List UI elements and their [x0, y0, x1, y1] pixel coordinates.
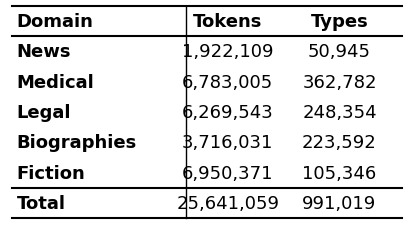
Text: 248,354: 248,354	[301, 104, 376, 122]
Text: 6,783,005: 6,783,005	[182, 73, 273, 91]
Text: Tokens: Tokens	[192, 13, 262, 31]
Text: Types: Types	[310, 13, 368, 31]
Text: 223,592: 223,592	[301, 134, 376, 152]
Text: 362,782: 362,782	[301, 73, 376, 91]
Text: News: News	[17, 43, 71, 61]
Text: Biographies: Biographies	[17, 134, 136, 152]
Text: Domain: Domain	[17, 13, 93, 31]
Text: 991,019: 991,019	[301, 194, 376, 212]
Text: 3,716,031: 3,716,031	[182, 134, 273, 152]
Text: Legal: Legal	[17, 104, 71, 122]
Text: 6,269,543: 6,269,543	[181, 104, 273, 122]
Text: 6,950,371: 6,950,371	[181, 164, 273, 182]
Text: Medical: Medical	[17, 73, 94, 91]
Text: 25,641,059: 25,641,059	[176, 194, 278, 212]
Text: Fiction: Fiction	[17, 164, 85, 182]
Text: Total: Total	[17, 194, 65, 212]
Text: 1,922,109: 1,922,109	[181, 43, 273, 61]
Text: 105,346: 105,346	[301, 164, 376, 182]
Text: 50,945: 50,945	[307, 43, 370, 61]
